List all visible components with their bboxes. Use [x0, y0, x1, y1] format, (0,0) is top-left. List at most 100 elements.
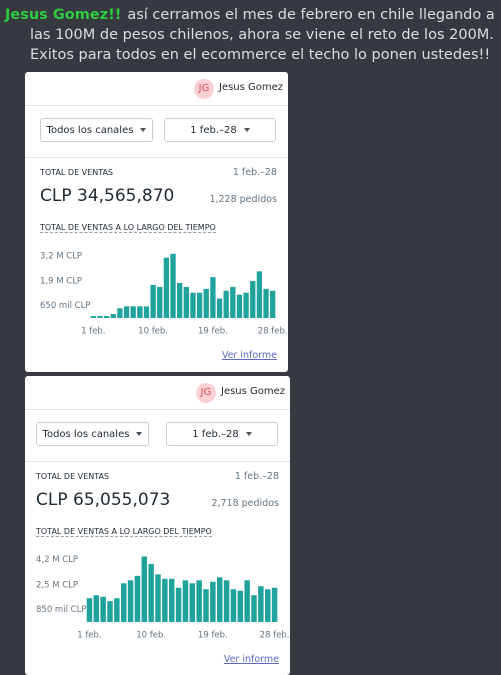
- report-link[interactable]: Ver informe: [221, 350, 277, 361]
- bar: [163, 257, 170, 318]
- bar: [230, 286, 236, 318]
- bar: [86, 598, 93, 622]
- bar: [270, 290, 276, 318]
- orders: 1,228 pedidos: [209, 194, 277, 205]
- channel-dropdown[interactable]: Todos los canales: [36, 422, 149, 446]
- bar: [271, 587, 278, 622]
- bar: [143, 306, 150, 318]
- bar: [263, 288, 269, 318]
- bar: [203, 288, 209, 318]
- bar: [182, 580, 189, 622]
- bar: [264, 589, 271, 622]
- dropdown-label: Todos los canales: [42, 429, 130, 440]
- bar: [243, 292, 249, 318]
- orders: 2,718 pedidos: [211, 498, 279, 509]
- date-dropdown[interactable]: 1 feb.–28: [166, 422, 278, 446]
- date-range: 1 feb.–28: [234, 471, 279, 482]
- bar: [196, 580, 202, 622]
- bar: [175, 587, 182, 622]
- y-tick-label: 1,9 M CLP: [40, 277, 82, 287]
- bar: [223, 580, 230, 622]
- x-tick-label: 1 feb.: [81, 327, 105, 337]
- bar: [157, 286, 163, 318]
- y-tick-label: 3,2 M CLP: [40, 251, 82, 261]
- bar: [177, 283, 183, 318]
- bar: [210, 277, 216, 318]
- bar: [123, 306, 130, 318]
- total-label: TOTAL DE VENTAS: [40, 168, 114, 177]
- bar: [236, 294, 243, 318]
- bar: [110, 314, 116, 318]
- bar: [155, 574, 161, 622]
- y-tick-label: 4,2 M CLP: [36, 555, 78, 565]
- x-tick-label: 10 feb.: [138, 327, 168, 337]
- chart-title: TOTAL DE VENTAS A LO LARGO DEL TIEMPO: [36, 527, 212, 537]
- x-tick-label: 28 feb.: [258, 327, 288, 337]
- caret: [245, 432, 252, 436]
- bar: [203, 589, 209, 622]
- x-tick-label: 1 feb.: [77, 631, 101, 641]
- channel-dropdown[interactable]: Todos los canales: [40, 118, 153, 142]
- message-text: así cerramos el mes de febrero en chile …: [30, 7, 495, 63]
- chart-title: TOTAL DE VENTAS A LO LARGO DEL TIEMPO: [40, 223, 216, 233]
- sales-chart: 650 mil CLP 1,9 M CLP 3,2 M CLP 1 feb. 10 fe…: [40, 251, 288, 337]
- bar: [216, 298, 223, 318]
- dropdown-label: 1 feb.–28: [192, 429, 239, 440]
- bar: [130, 306, 136, 318]
- bar: [148, 563, 154, 622]
- avatar: JG: [196, 383, 216, 403]
- author[interactable]: Jesus Gomez!!: [5, 7, 122, 23]
- bar: [90, 316, 96, 318]
- bar: [141, 556, 148, 622]
- bar: [97, 316, 103, 318]
- x-tick-label: 28 feb.: [260, 631, 290, 641]
- x-tick-label: 19 feb.: [198, 631, 228, 641]
- y-tick-label: 850 mil CLP: [36, 605, 86, 615]
- bar: [134, 575, 141, 622]
- card-header: [25, 376, 290, 410]
- bar: [190, 292, 196, 318]
- bar: [256, 271, 263, 318]
- bar: [114, 598, 120, 622]
- report-card: JG Jesus Gomez Todos los canales 1 feb.–28 T…: [25, 72, 288, 372]
- bar: [168, 578, 175, 622]
- message: Jesus Gomez!! así cerramos el mes de febr…: [5, 5, 500, 65]
- sales-chart: 850 mil CLP 2,5 M CLP 4,2 M CLP 1 feb. 10 fe…: [36, 555, 290, 641]
- report-link[interactable]: Ver informe: [223, 654, 279, 665]
- divider: [25, 461, 290, 462]
- bar: [196, 292, 203, 318]
- total-label: TOTAL DE VENTAS: [36, 472, 110, 481]
- bar: [150, 284, 156, 318]
- date-dropdown[interactable]: 1 feb.–28: [164, 118, 276, 142]
- bar: [244, 580, 250, 622]
- bar: [258, 586, 264, 622]
- bar: [100, 596, 106, 622]
- bar: [170, 253, 176, 318]
- total-sales: CLP 65,055,073: [36, 490, 171, 510]
- bar: [251, 595, 257, 622]
- bar: [127, 580, 134, 622]
- caret: [136, 432, 143, 436]
- avatar: JG: [194, 79, 214, 99]
- total-sales: CLP 34,565,870: [40, 186, 175, 206]
- bar: [210, 581, 216, 622]
- caret: [140, 128, 147, 132]
- bar: [120, 583, 127, 622]
- user-name: Jesus Gomez: [219, 82, 284, 93]
- bar: [189, 583, 196, 622]
- bar: [117, 308, 123, 318]
- user-name: Jesus Gomez: [221, 386, 286, 397]
- bar: [103, 316, 110, 318]
- dropdown-label: Todos los canales: [46, 125, 134, 136]
- bar: [223, 290, 229, 318]
- report-card: JG Jesus Gomez Todos los canales 1 feb.–28 T…: [25, 376, 290, 675]
- card-header: [25, 72, 288, 106]
- bar: [230, 589, 237, 622]
- bar: [216, 577, 223, 622]
- date-range: 1 feb.–28: [232, 167, 277, 178]
- bar: [250, 281, 256, 318]
- divider: [25, 157, 288, 158]
- x-tick-label: 19 feb.: [198, 327, 228, 337]
- bar: [162, 578, 168, 622]
